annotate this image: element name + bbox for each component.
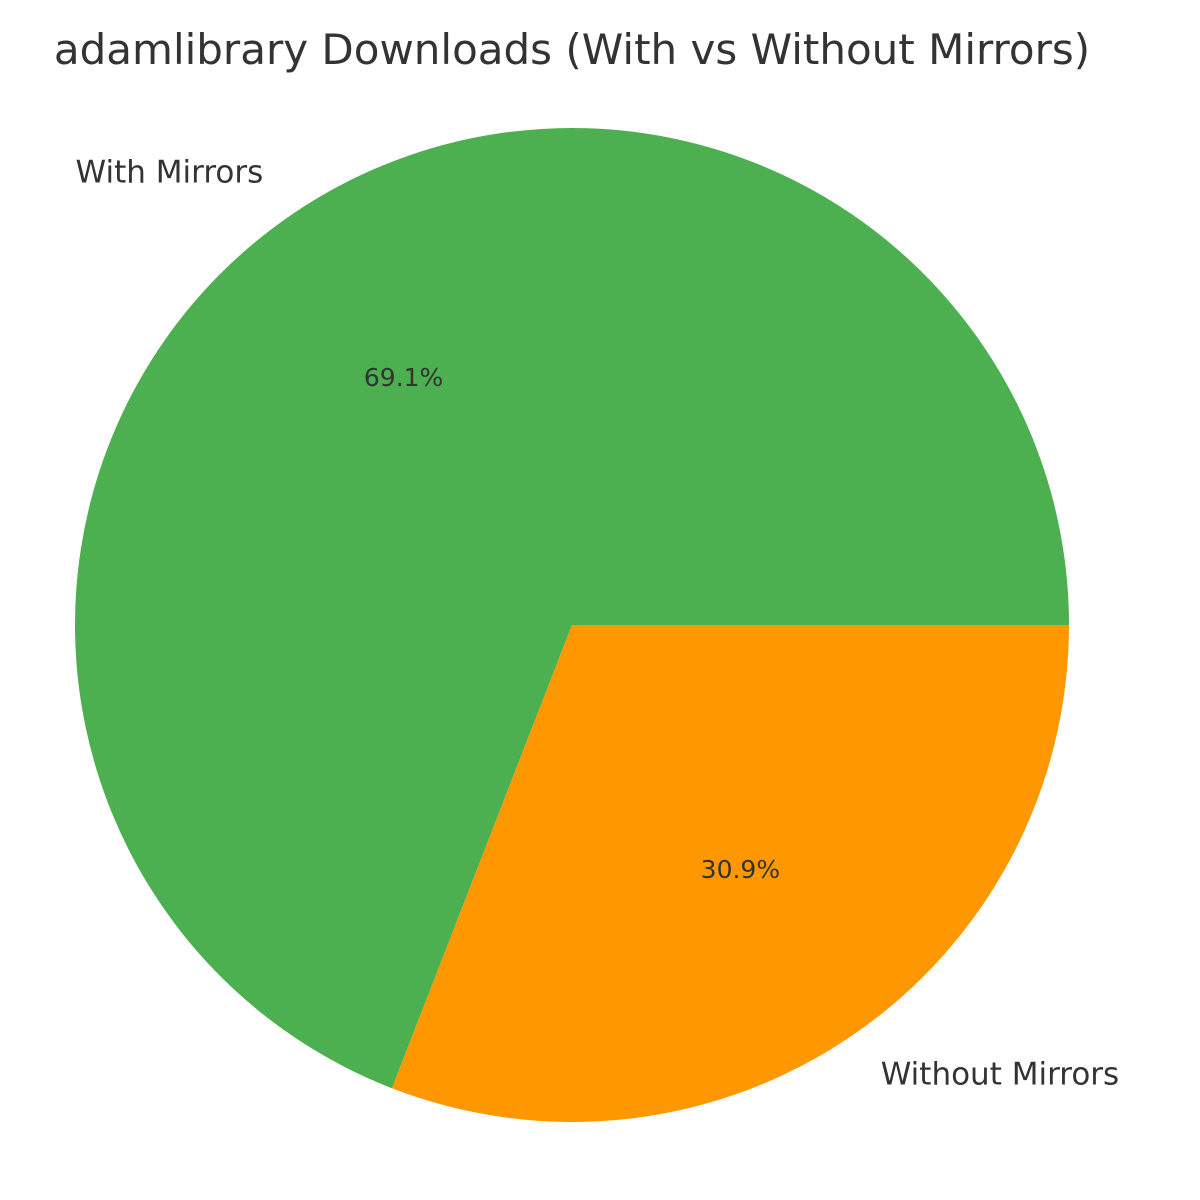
slice-label: With Mirrors xyxy=(76,154,264,190)
slice-percent-label: 69.1% xyxy=(364,363,443,392)
pie-labels: With Mirrors 69.1% Without Mirrors 30.9% xyxy=(76,154,1120,1092)
chart-title: adamlibrary Downloads (With vs Without M… xyxy=(54,25,1090,74)
slice-percent-label: 30.9% xyxy=(701,855,780,884)
pie-slice-with-mirrors xyxy=(74,128,1070,1089)
slice-label: Without Mirrors xyxy=(881,1057,1120,1093)
pie-slices xyxy=(74,128,1070,1122)
pie-slice-without-mirrors xyxy=(391,625,1069,1122)
